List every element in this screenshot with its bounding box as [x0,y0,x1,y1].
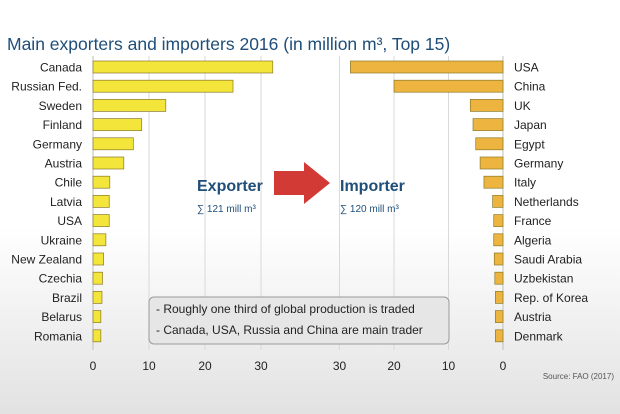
exporter-bar [92,118,143,131]
exporter-category-label: USA [57,214,82,228]
importer-category-label: Egypt [514,137,545,151]
chart-title: Main exporters and importers 2016 (in mi… [7,34,450,54]
importer-bars [350,60,504,343]
exporter-sum: ∑ 121 mill m³ [197,204,256,215]
importer-bar [494,271,504,285]
exporter-bar [92,137,134,151]
exporter-bar [92,329,102,343]
exporter-bar [92,79,234,93]
exporter-category-labels: Canada Russian Fed. Sweden Finland Germany Au… [11,61,82,344]
importer-category-labels: USA China UK Japan Egypt Germany Italy Netherla… [514,61,588,344]
importer-tick-label: 0 [500,359,507,373]
importer-bar [472,118,504,131]
note-line-1: - Roughly one third of global production… [156,302,415,316]
importer-bar [483,175,504,189]
exporter-category-label: Austria [45,157,83,171]
importer-bar [495,329,504,343]
exporter-bar [92,195,110,208]
importer-category-label: China [514,80,546,94]
exporter-category-label: Brazil [52,291,82,305]
importer-category-label: Uzbekistan [514,272,573,286]
importer-bar [469,99,504,112]
exporter-bar [92,60,274,74]
exporter-label: Exporter [197,178,263,195]
importer-tick-label: 10 [442,359,456,373]
importer-category-label: Italy [514,176,536,190]
importer-bar [350,60,504,74]
exporter-bar [92,233,107,247]
exporter-category-label: Canada [40,61,82,75]
importer-category-label: Saudi Arabia [514,253,582,267]
importer-tick-label: 20 [387,359,401,373]
importer-category-label: Germany [514,157,563,171]
importer-category-label: Algeria [514,233,552,247]
exporter-bar [92,156,125,170]
importer-category-label: Netherlands [514,195,579,209]
importer-bar [493,233,504,247]
exporter-category-label: Czechia [39,272,83,286]
exporter-bar [92,252,104,266]
exporter-category-label: New Zealand [11,253,82,267]
importer-bar [495,291,504,304]
note-box: - Roughly one third of global production… [148,296,450,345]
importer-category-label: France [514,214,552,228]
exporter-bar [92,99,167,112]
importer-bar [493,252,504,266]
exporter-category-label: Belarus [41,310,82,324]
exporter-tick-label: 10 [142,359,156,373]
exporter-category-label: Latvia [50,195,82,209]
exporter-category-label: Russian Fed. [11,80,82,94]
exporter-bars [92,60,274,343]
importer-label: Importer [340,178,405,195]
importer-category-label: Japan [514,118,547,132]
exporter-category-label: Germany [33,137,82,151]
importer-bar [495,310,504,323]
exporter-tick-label: 20 [198,359,212,373]
importer-tick-label: 30 [333,359,347,373]
exporter-bar [92,291,103,304]
importer-bar [393,79,504,93]
importer-bar [493,214,504,227]
exporter-category-label: Finland [43,118,82,132]
source-note: Source: FAO (2017) [543,372,614,381]
exporter-tick-label: 0 [90,359,97,373]
exporter-bar [92,310,102,323]
exporter-category-label: Ukraine [41,233,83,247]
importer-category-label: USA [514,61,539,75]
exporter-category-label: Chile [55,176,83,190]
exporter-tick-label: 30 [254,359,268,373]
exporter-bar [92,271,103,285]
exporter-category-label: Romania [34,329,82,343]
importer-sum: ∑ 120 mill m³ [340,204,399,215]
importer-bar [475,137,504,151]
importer-tick-labels: 30 20 10 0 [333,359,507,373]
exporter-tick-labels: 0 10 20 30 [90,359,268,373]
importer-category-label: UK [514,99,531,113]
importer-category-label: Denmark [514,329,564,343]
importer-category-label: Rep. of Korea [514,291,588,305]
importer-bar [492,195,504,208]
exporter-bar [92,214,110,227]
exporter-category-label: Sweden [39,99,82,113]
arrow-icon [274,162,330,204]
importer-category-label: Austria [514,310,552,324]
note-line-2: - Canada, USA, Russia and China are main… [156,323,423,337]
exporter-bar [92,175,111,189]
importer-bar [479,156,504,170]
